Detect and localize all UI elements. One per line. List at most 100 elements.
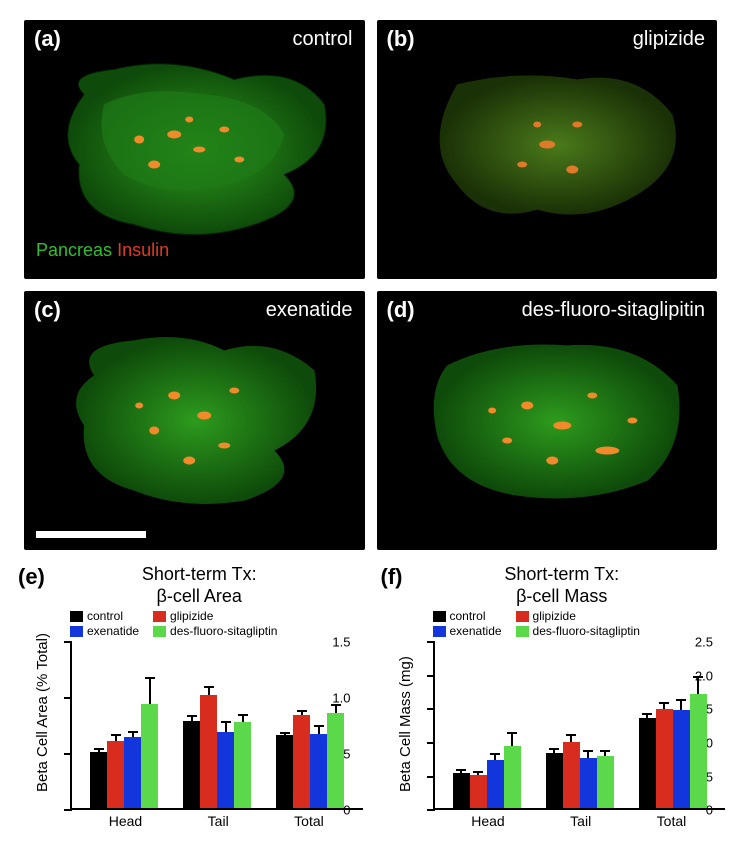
x-label: Total [657,813,687,829]
legend-swatch [70,611,83,622]
error-bar [301,710,303,716]
plot-area: Beta Cell Area (% Total)00.51.01.5 [70,642,363,810]
bar-group-total [639,694,707,808]
y-tick [427,708,435,710]
error-bar [149,677,151,704]
legend-label: exenatide [450,624,502,638]
chart-title: Short-term Tx:β-cell Mass [373,564,732,607]
bar-dfs [327,713,344,808]
legend-swatch [516,611,529,622]
x-label: Total [294,813,324,829]
error-bar [335,704,337,713]
bar-groups [72,642,363,808]
x-label: Head [109,813,142,829]
bar-dfs [234,722,251,808]
error-bar [191,715,193,721]
legend-swatch [433,626,446,637]
legend-label: glipizide [170,609,213,623]
error-bar [460,769,462,772]
legend-item-glipizide: glipizide [153,609,277,623]
bar-dfs [504,746,521,808]
legend-label: control [87,609,123,623]
y-axis-label: Beta Cell Area (% Total) [34,633,51,792]
bar-control [639,718,656,808]
legend-label: exenatide [87,624,139,638]
bar-glipizide [656,709,673,808]
bar-exenatide [310,734,327,808]
legend-swatch [433,611,446,622]
x-label: Tail [208,813,229,829]
chart-legend: controlglipizideexenatidedes-fluoro-sita… [10,609,369,638]
bar-exenatide [124,737,141,809]
tissue-c [24,291,365,550]
error-bar [494,753,496,760]
error-bar [208,686,210,695]
x-axis-labels: Head Tail Total [70,810,363,829]
bar-exenatide [673,710,690,808]
bar-glipizide [200,695,217,808]
bar-control [453,773,470,809]
legend-item-dfs: des-fluoro-sitagliptin [516,624,640,638]
scale-bar [36,531,146,538]
error-bar [511,732,513,746]
legend-item-control: control [70,609,139,623]
chart-f: (f)Short-term Tx:β-cell Mass control glipi… [373,564,732,840]
y-tick [427,742,435,744]
tissue-d [377,291,718,550]
y-tick [64,697,72,699]
legend-item-exenatide: exenatide [433,624,502,638]
y-tick [64,809,72,811]
legend-item-glipizide: glipizide [516,609,640,623]
error-bar [587,750,589,758]
chart-e: (e)Short-term Tx:β-cell Area control glipi… [10,564,369,840]
insulin-label: Insulin [117,240,169,260]
error-bar [604,750,606,755]
y-tick [427,675,435,677]
micrograph-grid: (a) control Pancreas Insulin (b) glipizi… [0,0,741,560]
error-bar [115,734,117,741]
error-bar [318,725,320,734]
bar-group-head [90,704,158,808]
bar-glipizide [293,715,310,808]
chart-legend: control glipizide exenatide des-fluoro-sita… [373,609,732,638]
y-tick [427,776,435,778]
legend-item-control: control [433,609,502,623]
bar-dfs [141,704,158,808]
pancreas-label: Pancreas [36,240,112,260]
x-label: Tail [570,813,591,829]
plot-area: Beta Cell Mass (mg)00.51.01.52.02.5 [433,642,726,810]
x-axis-labels: Head Tail Total [433,810,726,829]
bar-glipizide [563,742,580,808]
bar-control [276,735,293,808]
chart-letter: (f) [381,564,403,590]
chart-letter: (e) [18,564,45,590]
bar-exenatide [580,758,597,808]
y-tick [427,641,435,643]
error-bar [553,748,555,753]
bar-group-tail [546,742,614,808]
bar-dfs [690,694,707,808]
legend-swatch [153,611,166,622]
chart-title: Short-term Tx:β-cell Area [10,564,369,607]
legend-label: control [450,609,486,623]
panel-c: (c) exenatide [24,291,365,550]
error-bar [242,714,244,722]
bar-control [183,721,200,808]
y-axis-label: Beta Cell Mass (mg) [397,656,414,792]
bar-groups [435,642,726,808]
error-bar [98,748,100,752]
legend-label: glipizide [533,609,576,623]
error-bar [663,702,665,709]
error-bar [225,721,227,732]
error-bar [697,676,699,693]
bar-group-total [276,713,344,808]
legend-swatch [516,626,529,637]
bar-group-head [453,746,521,808]
error-bar [570,734,572,742]
legend-swatch [70,626,83,637]
x-label: Head [471,813,504,829]
error-bar [284,732,286,735]
tissue-b [377,20,718,279]
bar-glipizide [470,775,487,809]
panel-d: (d) des-fluoro-sitaglipitin [377,291,718,550]
